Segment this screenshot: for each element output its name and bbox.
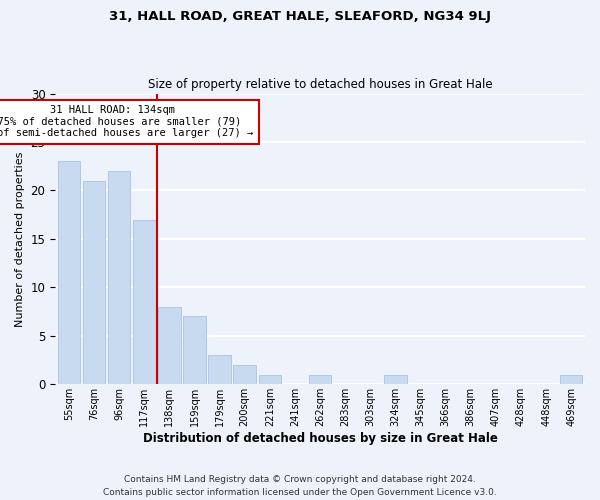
Text: 31, HALL ROAD, GREAT HALE, SLEAFORD, NG34 9LJ: 31, HALL ROAD, GREAT HALE, SLEAFORD, NG3…	[109, 10, 491, 23]
Y-axis label: Number of detached properties: Number of detached properties	[15, 151, 25, 326]
Bar	[233, 365, 256, 384]
X-axis label: Distribution of detached houses by size in Great Hale: Distribution of detached houses by size …	[143, 432, 497, 445]
Text: 31 HALL ROAD: 134sqm
← 75% of detached houses are smaller (79)
25% of semi-detac: 31 HALL ROAD: 134sqm ← 75% of detached h…	[0, 105, 254, 138]
Bar	[259, 374, 281, 384]
Text: Contains public sector information licensed under the Open Government Licence v3: Contains public sector information licen…	[103, 488, 497, 497]
Bar	[58, 162, 80, 384]
Bar	[560, 374, 583, 384]
Bar	[108, 171, 130, 384]
Title: Size of property relative to detached houses in Great Hale: Size of property relative to detached ho…	[148, 78, 493, 91]
Bar	[133, 220, 155, 384]
Bar	[309, 374, 331, 384]
Bar	[158, 307, 181, 384]
Bar	[183, 316, 206, 384]
Bar	[208, 355, 231, 384]
Bar	[384, 374, 407, 384]
Text: Contains HM Land Registry data © Crown copyright and database right 2024.: Contains HM Land Registry data © Crown c…	[124, 476, 476, 484]
Bar	[83, 181, 106, 384]
